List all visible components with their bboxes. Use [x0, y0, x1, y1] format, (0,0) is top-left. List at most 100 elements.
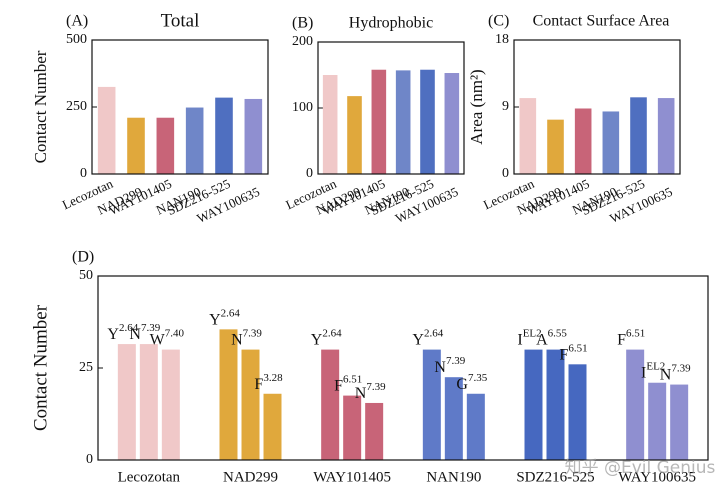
panel-label: (D)	[72, 249, 94, 266]
panel-label: (A)	[66, 13, 88, 30]
bar	[630, 97, 647, 174]
y-tick-label: 25	[79, 360, 93, 375]
bar	[444, 377, 463, 460]
y-axis-label: Area (nm²)	[467, 69, 486, 144]
bar	[602, 111, 620, 174]
bar	[519, 98, 537, 174]
group-label: NAN190	[426, 469, 481, 485]
residue: Y	[107, 326, 119, 343]
residue-site: 7.39	[446, 355, 466, 367]
residue: F	[559, 346, 568, 363]
bar	[365, 402, 384, 460]
group-label: SDZ216-525	[516, 469, 594, 485]
residue-label: IEL2	[517, 327, 541, 348]
residue: F	[254, 375, 263, 392]
residue-label: A6.55	[536, 327, 567, 348]
bar	[139, 344, 158, 460]
bar	[568, 364, 587, 460]
residue-site: EL2	[523, 327, 542, 339]
bar	[215, 97, 233, 174]
residue-site: 7.35	[468, 371, 488, 383]
bar	[322, 75, 338, 174]
residue-label: N7.39	[231, 327, 262, 348]
group-label: NAD299	[223, 469, 278, 485]
residue-site: 3.28	[263, 371, 283, 383]
y-tick-label: 0	[86, 452, 93, 467]
residue: Y	[209, 311, 221, 328]
residue-label: N7.39	[129, 322, 160, 343]
residue-site: 6.51	[626, 327, 645, 339]
bar	[347, 96, 362, 174]
residue-site: 2.64	[221, 307, 241, 319]
residue-label: F6.51	[334, 373, 362, 394]
residue-site: 7.39	[366, 380, 386, 392]
bar	[420, 69, 435, 174]
residue: F	[617, 331, 626, 348]
bar	[657, 98, 675, 174]
y-tick-label: 0	[80, 166, 87, 181]
bar	[395, 70, 411, 174]
chart-title: Hydrophobic	[349, 15, 433, 32]
bar	[466, 393, 485, 460]
bar	[156, 117, 175, 174]
chart-title: Total	[161, 10, 200, 31]
y-tick-label: 250	[66, 99, 87, 114]
residue: N	[129, 326, 141, 343]
y-tick-label: 9	[502, 99, 509, 114]
residue-label: N7.39	[660, 362, 691, 383]
y-tick-label: 500	[66, 32, 87, 47]
residue: Y	[412, 331, 424, 348]
bar	[263, 393, 282, 460]
residue-label: N7.39	[434, 355, 465, 376]
bar	[241, 349, 260, 460]
y-tick-label: 50	[79, 268, 93, 283]
residue: N	[355, 385, 367, 402]
residue: A	[536, 331, 548, 348]
residue-label: Y2.64	[107, 322, 138, 343]
bar	[244, 98, 263, 174]
residue-site: 7.39	[243, 327, 263, 339]
residue-site: 7.40	[165, 327, 185, 339]
residue: W	[150, 331, 166, 348]
residue: I	[517, 331, 522, 348]
bar	[648, 382, 667, 460]
residue: N	[231, 331, 243, 348]
bar	[524, 349, 543, 460]
group-label: WAY100635	[618, 469, 696, 485]
bar	[626, 349, 645, 460]
chart-title: Contact Surface Area	[533, 13, 670, 30]
bar	[127, 117, 145, 174]
residue: N	[660, 366, 672, 383]
residue-site: 2.64	[119, 322, 139, 334]
residue: G	[456, 375, 468, 392]
y-tick-label: 200	[292, 34, 313, 49]
bar	[371, 69, 387, 174]
watermark: 知乎 @Evil Genius	[565, 458, 716, 478]
residue-label: N7.39	[355, 380, 386, 401]
residue-site: 2.64	[322, 327, 342, 339]
bar	[117, 344, 136, 460]
group-label: WAY101405	[313, 469, 391, 485]
residue-label: Y2.64	[412, 327, 443, 348]
residue-label: Y2.64	[209, 307, 240, 328]
residue-label: G7.35	[456, 371, 487, 392]
y-tick-label: 0	[502, 166, 509, 181]
residue-label: F6.51	[617, 327, 645, 348]
residue-site: EL2	[646, 360, 665, 372]
panel-label: (B)	[292, 15, 313, 32]
residue-label: F3.28	[254, 371, 283, 392]
residue-label: W7.40	[150, 327, 185, 348]
y-tick-label: 100	[292, 100, 313, 115]
residue-site: 7.39	[141, 322, 161, 334]
panel-label: (C)	[488, 13, 509, 30]
residue-site: 7.39	[671, 362, 691, 374]
bar	[444, 73, 460, 174]
plot-frame	[513, 39, 681, 175]
bar	[161, 349, 180, 460]
y-axis-label: Contact Number	[31, 50, 50, 163]
bar	[343, 395, 362, 460]
bar	[574, 108, 592, 174]
bar	[547, 119, 564, 174]
y-tick-label: 0	[306, 166, 313, 181]
residue-label: F6.51	[559, 342, 587, 363]
